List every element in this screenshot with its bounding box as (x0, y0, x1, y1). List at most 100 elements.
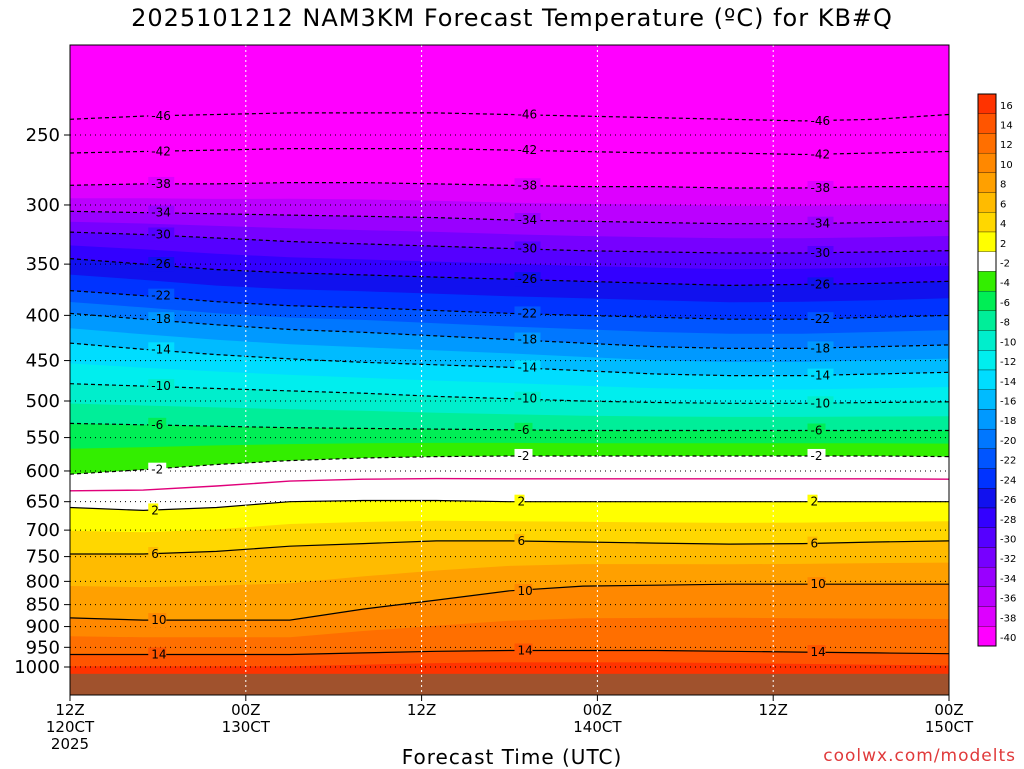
colorbar-label: -32 (1000, 554, 1016, 565)
isotherm-label: -22 (811, 312, 831, 326)
isotherm-label-bg (148, 312, 175, 327)
isotherm-label-bg (514, 143, 541, 158)
colorbar-swatch (977, 290, 997, 312)
isotherm-label-bg (148, 417, 167, 432)
isotherm-label: -18 (151, 312, 171, 326)
isotherm-label: -42 (811, 147, 831, 161)
colorbar-label: 4 (1000, 219, 1006, 230)
colorbar-label: -12 (1000, 357, 1016, 368)
x-tick-label: 00Z (583, 701, 612, 719)
isotherm-label: 14 (811, 645, 826, 659)
colorbar-label: 2 (1000, 239, 1006, 250)
isotherm-label: 10 (518, 584, 533, 598)
colorbar-swatch (977, 409, 997, 430)
isotherm-label-bg (148, 257, 175, 272)
y-tick-label: 650 (26, 492, 60, 513)
x-tick-label: 2025 (51, 735, 89, 753)
colorbar-swatch (977, 212, 997, 233)
isotherm-label: -46 (518, 108, 538, 122)
colorbar-label: -36 (1000, 594, 1016, 605)
colorbar-swatch (977, 350, 997, 371)
colorbar-label: -26 (1000, 495, 1016, 506)
isotherm-label: -2 (518, 449, 530, 463)
colorbar-label: -38 (1000, 613, 1016, 624)
colorbar-label: 6 (1000, 199, 1006, 210)
isotherm-label: -6 (811, 424, 823, 438)
isotherm-line (70, 583, 949, 621)
x-tick-label: 130CT (222, 718, 271, 736)
colorbar-label: -4 (1000, 278, 1010, 289)
x-tick-label: 120CT (46, 718, 95, 736)
isotherm-label: 6 (151, 547, 159, 561)
isotherm-label: -6 (151, 418, 163, 432)
isotherm-label-bg (514, 272, 541, 287)
isotherm-label-bg (148, 288, 175, 303)
isotherm-label: -38 (518, 178, 538, 192)
colorbar-swatch (977, 527, 997, 548)
colorbar-swatch (977, 330, 997, 351)
freezing-line (70, 477, 949, 492)
isotherm-label-bg (807, 645, 826, 660)
isotherm-label-bg (148, 205, 175, 220)
y-tick-label: 600 (26, 461, 60, 482)
isotherm-label-bg (514, 332, 541, 347)
colorbar-label: -16 (1000, 397, 1016, 408)
chart-title: 2025101212 NAM3KM Forecast Temperature (… (131, 4, 893, 32)
y-tick-label: 550 (26, 428, 60, 449)
isotherm-label-bg (807, 494, 818, 509)
isotherm-label: -10 (151, 379, 171, 393)
isotherm-label-bg (148, 379, 175, 394)
isotherm-label-bg (148, 647, 167, 662)
isotherm-label-bg (514, 448, 533, 463)
y-tick-label: 300 (26, 195, 60, 216)
isotherm-label-bg (807, 277, 834, 292)
isotherm-label: -2 (151, 463, 163, 477)
colorbar-label: 10 (1000, 160, 1013, 171)
y-tick-label: 400 (26, 305, 60, 326)
y-tick-label: 900 (26, 617, 60, 638)
isotherm-label: 6 (518, 534, 526, 548)
isotherm-line (70, 649, 949, 656)
isotherm-label: -18 (518, 333, 538, 347)
isotherm-label-bg (148, 176, 175, 191)
isotherm-label-bg (148, 503, 159, 518)
colorbar-label: -14 (1000, 377, 1016, 388)
colorbar-label: -34 (1000, 574, 1016, 585)
isotherm-label-bg (807, 180, 834, 195)
isotherm-label: -10 (811, 396, 831, 410)
colorbar-label: 12 (1000, 140, 1013, 151)
isotherm-label: -22 (518, 306, 538, 320)
colorbar-swatch (977, 369, 997, 390)
x-tick-label: 12Z (407, 701, 436, 719)
isotherm-label-bg (514, 107, 541, 122)
isotherm-label-bg (514, 533, 525, 548)
isotherm-label: -46 (151, 109, 171, 123)
colorbar-swatch (977, 271, 997, 292)
isotherm-label: -14 (151, 342, 171, 356)
isotherm-line (70, 499, 949, 512)
isotherm-label-bg (514, 213, 541, 228)
isotherm-label: -2 (811, 449, 823, 463)
y-tick-label: 850 (26, 595, 60, 616)
isotherm-label-bg (807, 423, 826, 438)
isotherm-label-bg (148, 462, 167, 477)
x-tick-label: 00Z (231, 701, 260, 719)
isotherm-label: -46 (811, 114, 831, 128)
colorbar-swatch (977, 389, 997, 410)
isotherm-label-bg (807, 216, 834, 231)
colorbar-swatch (977, 626, 997, 647)
isotherm-label: 10 (151, 613, 166, 627)
colorbar-label: -2 (1000, 259, 1010, 270)
isotherm-label: 6 (811, 537, 819, 551)
colorbar-swatch (977, 231, 997, 252)
colorbar-swatch (977, 152, 997, 174)
isotherm-label-bg (807, 577, 826, 592)
y-tick-label: 250 (26, 125, 60, 146)
isotherm-label-bg (807, 113, 834, 128)
isotherm-label-bg (807, 245, 834, 260)
isotherm-label-bg (514, 241, 541, 256)
colorbar-swatch (977, 448, 997, 469)
isotherm-label: -6 (518, 423, 530, 437)
isotherm-label: -26 (151, 257, 171, 271)
colorbar-swatch (977, 547, 997, 568)
